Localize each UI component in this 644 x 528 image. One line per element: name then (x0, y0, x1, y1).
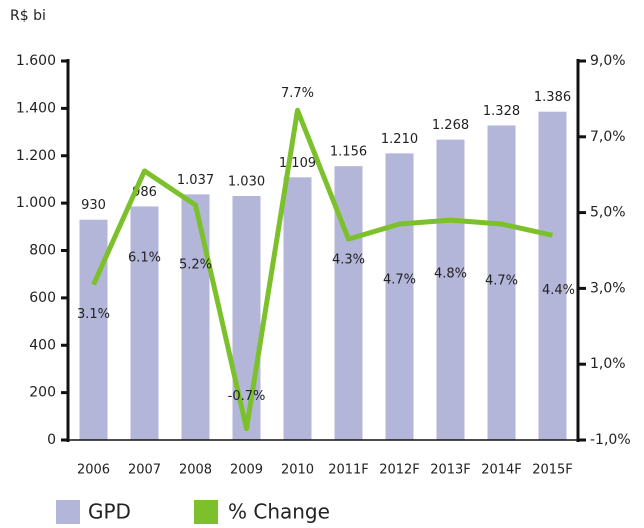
x-tick-label: 2014F (481, 463, 522, 478)
x-tick-label: 2009 (230, 463, 263, 478)
bar-value-label: 1.328 (483, 104, 520, 119)
line-value-label: 7.7% (281, 86, 314, 101)
line-value-label: 4.8% (434, 267, 467, 282)
y-tick-label: 200 (29, 385, 56, 401)
line-value-label: 5.2% (179, 258, 212, 273)
x-tick-label: 2008 (179, 463, 212, 478)
bar-value-label: 1.037 (177, 173, 214, 188)
y2-tick-label: 7,0% (590, 129, 626, 145)
line-value-label: -0.7% (228, 389, 266, 404)
bar-value-label: 1.268 (432, 118, 469, 133)
x-tick-label: 2007 (128, 463, 161, 478)
y-tick-label: 1.600 (16, 53, 56, 69)
y2-tick-label: -1,0% (590, 432, 631, 448)
bar (232, 196, 261, 440)
bar (334, 166, 363, 441)
legend-label: % Change (228, 500, 330, 524)
y-tick-label: 800 (29, 243, 56, 259)
legend-swatch (56, 500, 80, 524)
bar (283, 177, 312, 441)
y-tick-label: 1.000 (16, 195, 56, 211)
bar (487, 125, 516, 441)
y2-tick-label: 3,0% (590, 280, 626, 296)
bar-value-label: 1.030 (228, 175, 265, 190)
x-tick-label: 2013F (430, 463, 471, 478)
y2-tick-label: 9,0% (590, 53, 626, 69)
y-tick-label: 1.400 (16, 100, 56, 116)
bar (181, 194, 210, 440)
line-value-label: 4.3% (332, 253, 365, 268)
y-tick-label: 0 (47, 432, 56, 448)
bar-value-label: 1.386 (534, 90, 571, 105)
line-value-label: 3.1% (77, 307, 110, 322)
line-value-label: 4.7% (383, 272, 416, 287)
bar (385, 153, 414, 440)
line (91, 107, 554, 432)
bar (538, 111, 567, 440)
bar (79, 219, 108, 440)
bar (436, 139, 465, 440)
bar-value-label: 930 (81, 198, 106, 213)
x-tick-label: 2011F (328, 463, 369, 478)
bar-value-label: 1.109 (279, 156, 316, 171)
line-value-label: 4.4% (542, 283, 575, 298)
bar-value-label: 1.156 (330, 145, 367, 160)
x-tick-label: 2015F (532, 463, 573, 478)
x-tick-label: 2006 (77, 463, 110, 478)
legend-label: GPD (88, 500, 131, 524)
y-tick-label: 600 (29, 290, 56, 306)
x-tick-label: 2010 (281, 463, 314, 478)
bar (130, 206, 159, 440)
y-tick-label: 400 (29, 337, 56, 353)
legend-swatch (194, 500, 218, 524)
bar-value-label: 1.210 (381, 132, 418, 147)
y-tick-label: 1.200 (16, 148, 56, 164)
x-tick-label: 2012F (379, 463, 420, 478)
line-value-label: 6.1% (128, 250, 161, 265)
chart-title: R$ bi (10, 8, 46, 24)
y2-tick-label: 1,0% (590, 356, 626, 372)
line-value-label: 4.7% (485, 273, 518, 288)
y2-tick-label: 5,0% (590, 205, 626, 221)
